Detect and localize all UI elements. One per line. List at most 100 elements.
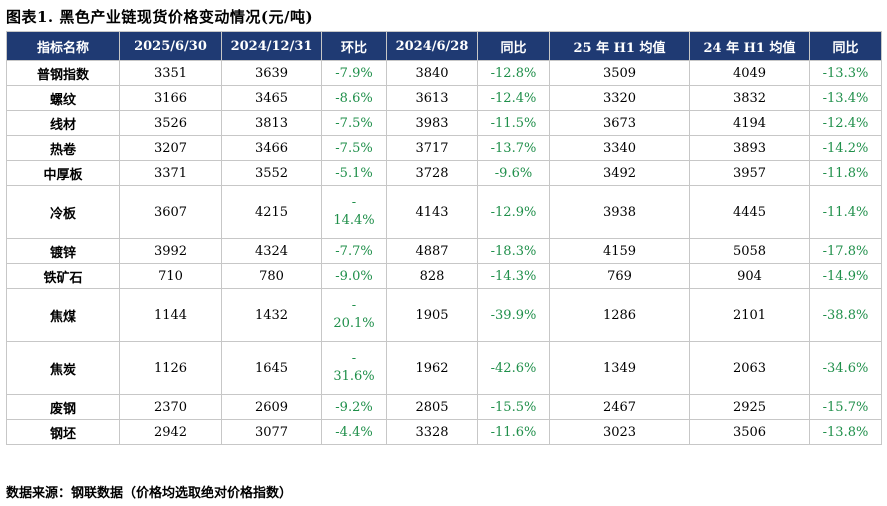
cell: -5.1% [321, 160, 387, 186]
cell: -17.8% [809, 238, 882, 264]
cell: -7.5% [321, 135, 387, 161]
row-name: 焦炭 [6, 341, 120, 395]
price-table: 指标名称 2025/6/30 2024/12/31 环比 2024/6/28 同… [6, 31, 882, 445]
cell: -11.8% [809, 160, 882, 186]
cell: 2101 [689, 288, 810, 342]
row-name: 钢坯 [6, 419, 120, 445]
cell: 828 [386, 263, 478, 289]
cell: 4143 [386, 185, 478, 239]
cell: 3509 [549, 60, 690, 86]
cell: 3340 [549, 135, 690, 161]
row-name: 中厚板 [6, 160, 120, 186]
cell: 3371 [119, 160, 222, 186]
cell: 1962 [386, 341, 478, 395]
cell: 3351 [119, 60, 222, 86]
source-note: 数据来源：钢联数据（价格均选取绝对价格指数） [6, 486, 293, 501]
cell: 3938 [549, 185, 690, 239]
cell: 3728 [386, 160, 478, 186]
table-row: 焦炭 1126 1645 - 31.6% 1962 -42.6% 1349 206… [6, 341, 882, 395]
cell: -14.2% [809, 135, 882, 161]
cell: -42.6% [477, 341, 550, 395]
col-header: 指标名称 [6, 31, 120, 61]
cell: 1432 [221, 288, 322, 342]
cell: -7.5% [321, 110, 387, 136]
cell: 4215 [221, 185, 322, 239]
cell: 3023 [549, 419, 690, 445]
cell: -15.5% [477, 394, 550, 420]
cell: 3840 [386, 60, 478, 86]
table-row: 螺纹 3166 3465 -8.6% 3613 -12.4% 3320 3832… [6, 85, 882, 111]
cell: 3832 [689, 85, 810, 111]
cell: -11.6% [477, 419, 550, 445]
col-header: 2024/6/28 [386, 31, 478, 61]
cell: 2805 [386, 394, 478, 420]
cell: 3957 [689, 160, 810, 186]
cell-line: 20.1% [333, 316, 375, 331]
cell: -4.4% [321, 419, 387, 445]
cell: -18.3% [477, 238, 550, 264]
cell: 3552 [221, 160, 322, 186]
cell: -12.4% [809, 110, 882, 136]
cell: 1144 [119, 288, 222, 342]
cell: 3492 [549, 160, 690, 186]
cell: 3639 [221, 60, 322, 86]
cell: -15.7% [809, 394, 882, 420]
cell: 3673 [549, 110, 690, 136]
row-name: 废钢 [6, 394, 120, 420]
cell: 3207 [119, 135, 222, 161]
cell: -9.6% [477, 160, 550, 186]
cell: 1349 [549, 341, 690, 395]
row-name: 普钢指数 [6, 60, 120, 86]
table-row: 铁矿石 710 780 -9.0% 828 -14.3% 769 904 -14… [6, 263, 882, 289]
table-row: 热卷 3207 3466 -7.5% 3717 -13.7% 3340 3893… [6, 135, 882, 161]
cell-line: - [351, 195, 357, 210]
cell: 2925 [689, 394, 810, 420]
col-header: 同比 [477, 31, 550, 61]
row-name: 热卷 [6, 135, 120, 161]
cell: -11.4% [809, 185, 882, 239]
table-row: 焦煤 1144 1432 - 20.1% 1905 -39.9% 1286 210… [6, 288, 882, 342]
table-row: 普钢指数 3351 3639 -7.9% 3840 -12.8% 3509 40… [6, 60, 882, 86]
cell: -9.2% [321, 394, 387, 420]
cell: 710 [119, 263, 222, 289]
cell: -12.8% [477, 60, 550, 86]
cell: -11.5% [477, 110, 550, 136]
cell: 3893 [689, 135, 810, 161]
row-name: 冷板 [6, 185, 120, 239]
cell: -34.6% [809, 341, 882, 395]
cell: -13.3% [809, 60, 882, 86]
cell: -13.7% [477, 135, 550, 161]
cell: 2063 [689, 341, 810, 395]
cell: 3506 [689, 419, 810, 445]
cell: -7.7% [321, 238, 387, 264]
cell: 769 [549, 263, 690, 289]
cell: -13.8% [809, 419, 882, 445]
cell: -14.3% [477, 263, 550, 289]
cell: 1905 [386, 288, 478, 342]
cell-line: 14.4% [333, 213, 375, 228]
table-row: 线材 3526 3813 -7.5% 3983 -11.5% 3673 4194… [6, 110, 882, 136]
cell: 1286 [549, 288, 690, 342]
cell: - 31.6% [321, 341, 387, 395]
cell-line: - [351, 351, 357, 366]
cell: 1645 [221, 341, 322, 395]
cell: -38.8% [809, 288, 882, 342]
row-name: 线材 [6, 110, 120, 136]
row-name: 焦煤 [6, 288, 120, 342]
cell: -9.0% [321, 263, 387, 289]
cell: -14.9% [809, 263, 882, 289]
col-header: 2024/12/31 [221, 31, 322, 61]
cell: 2467 [549, 394, 690, 420]
cell-line: 31.6% [333, 369, 375, 384]
cell: 3717 [386, 135, 478, 161]
cell: 4324 [221, 238, 322, 264]
table-row: 废钢 2370 2609 -9.2% 2805 -15.5% 2467 2925… [6, 394, 882, 420]
cell: 2942 [119, 419, 222, 445]
cell: -12.9% [477, 185, 550, 239]
cell: 3465 [221, 85, 322, 111]
cell: 4887 [386, 238, 478, 264]
page-title: 图表1. 黑色产业链现货价格变动情况(元/吨) [6, 8, 314, 26]
cell: 3166 [119, 85, 222, 111]
cell: 2609 [221, 394, 322, 420]
cell: 4194 [689, 110, 810, 136]
